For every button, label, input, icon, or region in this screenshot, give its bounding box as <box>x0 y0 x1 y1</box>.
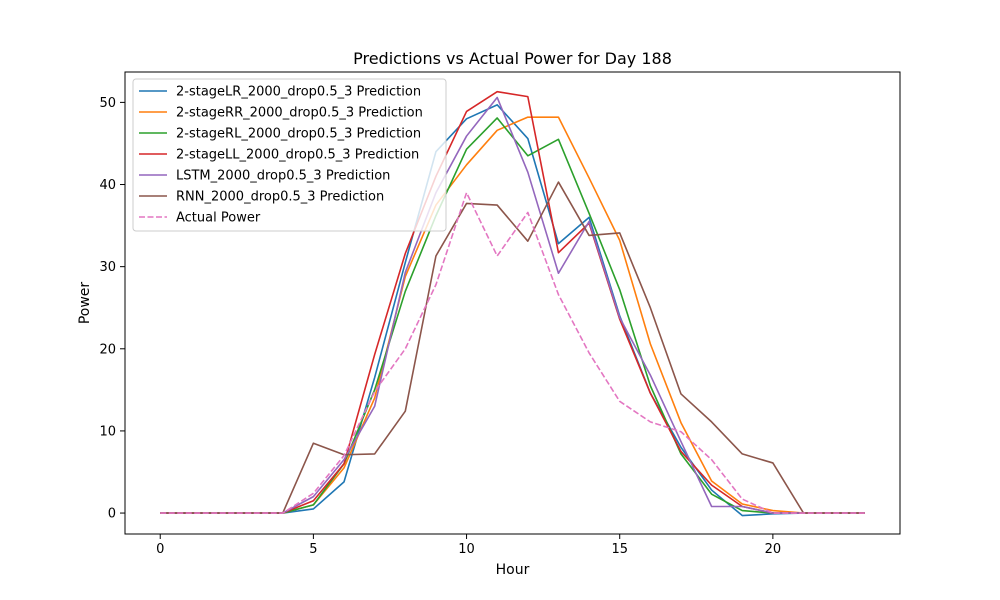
y-tick-label: 10 <box>99 424 116 439</box>
y-tick-label: 20 <box>99 342 116 357</box>
legend-label: 2-stageRL_2000_drop0.5_3 Prediction <box>176 127 421 142</box>
legend: 2-stageLR_2000_drop0.5_3 Prediction 2-sta… <box>132 78 447 232</box>
y-tick-label: 50 <box>99 96 116 111</box>
y-tick-label: 0 <box>108 507 116 522</box>
legend-label: 2-stageLR_2000_drop0.5_3 Prediction <box>176 85 421 100</box>
legend-label: 2-stageRR_2000_drop0.5_3 Prediction <box>176 106 423 121</box>
ticks-layer: 0 5 10 15 20 0 10 20 30 40 50 <box>99 96 781 557</box>
legend-label: 2-stageLL_2000_drop0.5_3 Prediction <box>176 148 419 163</box>
y-axis-label: Power <box>77 282 93 325</box>
y-tick-label: 30 <box>99 260 116 275</box>
x-tick-label: 5 <box>309 542 317 557</box>
legend-label: RNN_2000_drop0.5_3 Prediction <box>176 190 384 205</box>
x-tick-label: 0 <box>156 542 164 557</box>
y-tick-label: 40 <box>99 178 116 193</box>
plot-frame <box>124 71 901 535</box>
series-layer <box>160 90 865 517</box>
series-line-5 <box>160 181 865 514</box>
x-tick-label: 10 <box>458 542 475 557</box>
legend-label: Actual Power <box>176 211 261 226</box>
x-axis-label: Hour <box>496 562 530 578</box>
legend-label: LSTM_2000_drop0.5_3 Prediction <box>176 169 390 184</box>
legend-box <box>132 78 447 232</box>
x-tick-label: 20 <box>765 542 782 557</box>
chart-title: Predictions vs Actual Power for Day 188 <box>353 49 672 68</box>
x-tick-label: 15 <box>611 542 628 557</box>
series-line-6 <box>160 191 865 514</box>
